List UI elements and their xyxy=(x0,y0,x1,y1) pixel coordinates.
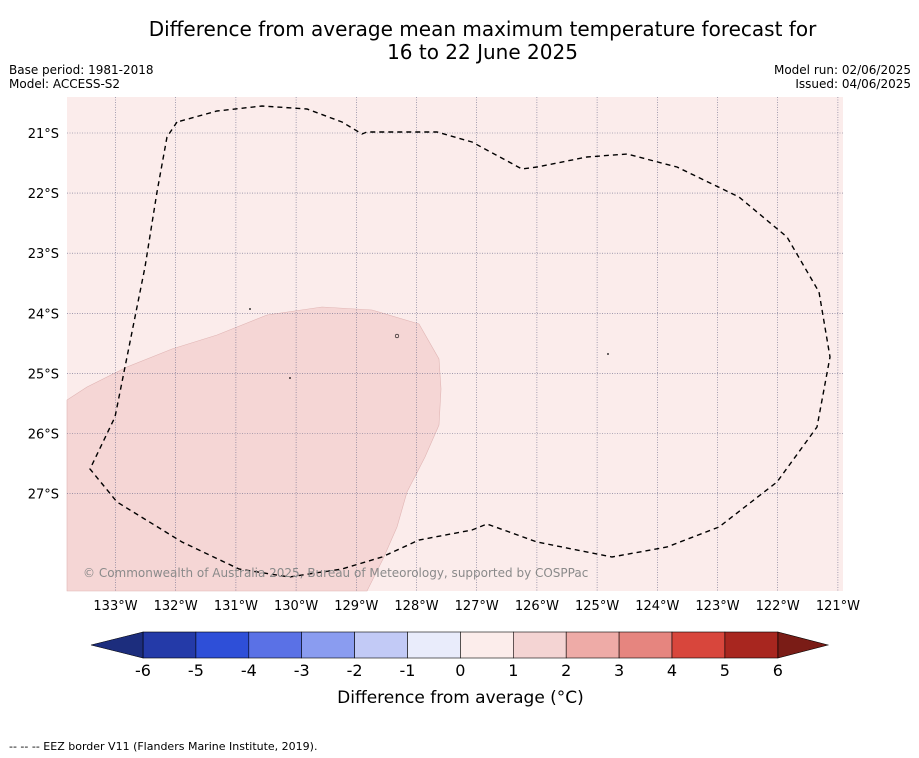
latitude-label: 22°S xyxy=(28,187,59,202)
map-title: Difference from average mean maximum tem… xyxy=(0,18,919,64)
colorbar-box xyxy=(195,631,250,659)
copyright-text: © Commonwealth of Australia 2025, Bureau… xyxy=(83,566,588,580)
colorbar-tick-label: 0 xyxy=(455,661,465,680)
longitude-label: 126°W xyxy=(515,599,559,614)
longitude-label: 129°W xyxy=(334,599,378,614)
colorbar-box xyxy=(460,631,514,659)
colorbar-box xyxy=(565,631,620,659)
latitude-label: 24°S xyxy=(28,307,59,322)
colorbar-tick-label: -3 xyxy=(294,661,310,680)
longitude-labels: 133°W 132°W 131°W 130°W 129°W 128°W 127°W 126°W… xyxy=(93,599,860,614)
latitude-label: 25°S xyxy=(28,367,59,382)
colorbar-under-arrow xyxy=(90,631,144,659)
colorbar-box xyxy=(354,631,408,659)
colorbar-tick-label: -1 xyxy=(400,661,416,680)
colorbar-tick-label: 6 xyxy=(773,661,783,680)
colorbar-box xyxy=(512,631,567,659)
longitude-label: 131°W xyxy=(214,599,258,614)
colorbar-boxes xyxy=(142,631,779,659)
metadata-left: Base period: 1981-2018 Model: ACCESS-S2 xyxy=(9,63,154,91)
title-line-2: 16 to 22 June 2025 xyxy=(387,40,578,64)
model-run-text: Model run: 02/06/2025 xyxy=(773,63,911,77)
colorbar-box xyxy=(724,631,779,659)
colorbar-over-arrow xyxy=(777,631,830,659)
colorbar-tick-label: -4 xyxy=(241,661,257,680)
longitude-label: 130°W xyxy=(274,599,318,614)
warm-anomaly-region xyxy=(66,306,442,592)
colorbar-box xyxy=(142,631,197,659)
longitude-label: 122°W xyxy=(756,599,800,614)
longitude-label: 127°W xyxy=(455,599,499,614)
colorbar-tick-label: -6 xyxy=(135,661,151,680)
eez-border xyxy=(89,105,831,578)
colorbar-box xyxy=(301,631,355,659)
latitude-label: 23°S xyxy=(28,247,59,262)
issued-text: Issued: 04/06/2025 xyxy=(795,77,911,91)
latitude-label: 27°S xyxy=(28,488,59,503)
island-marker xyxy=(249,308,251,310)
map-panel: © Commonwealth of Australia 2025, Bureau… xyxy=(28,97,860,614)
longitude-label: 123°W xyxy=(695,599,739,614)
colorbar-label: Difference from average (°C) xyxy=(337,688,584,708)
island-marker xyxy=(289,377,291,379)
colorbar-box xyxy=(407,631,461,659)
longitude-label: 128°W xyxy=(394,599,438,614)
longitude-label: 121°W xyxy=(816,599,860,614)
colorbar-tick-label: -5 xyxy=(188,661,204,680)
colorbar-tick-label: 5 xyxy=(720,661,730,680)
eez-legend-note: -- -- -- EEZ border V11 (Flanders Marine… xyxy=(9,740,318,753)
latitude-label: 26°S xyxy=(28,428,59,443)
colorbar-box xyxy=(618,631,673,659)
longitude-label: 133°W xyxy=(93,599,137,614)
colorbar: -6 -5 -4 -3 -2 -1 0 1 2 3 4 5 6 xyxy=(90,631,830,680)
island-marker xyxy=(394,333,400,339)
colorbar-box xyxy=(248,631,303,659)
colorbar-tick-label: 3 xyxy=(614,661,624,680)
latitude-labels: 21°S 22°S 23°S 24°S 25°S 26°S 27°S xyxy=(28,127,59,503)
longitude-label: 132°W xyxy=(154,599,198,614)
colorbar-tick-label: -2 xyxy=(347,661,363,680)
title-line-1: Difference from average mean maximum tem… xyxy=(148,17,817,41)
colorbar-tick-label: 2 xyxy=(561,661,571,680)
colorbar-tick-label: 4 xyxy=(667,661,677,680)
island-marker xyxy=(607,353,609,355)
metadata-right: Model run: 02/06/2025 Issued: 04/06/2025 xyxy=(774,63,911,91)
base-period-text: Base period: 1981-2018 xyxy=(9,63,154,77)
longitude-label: 124°W xyxy=(635,599,679,614)
colorbar-tick-label: 1 xyxy=(508,661,518,680)
longitude-label: 125°W xyxy=(575,599,619,614)
latitude-label: 21°S xyxy=(28,127,59,142)
colorbar-tick-labels: -6 -5 -4 -3 -2 -1 0 1 2 3 4 5 6 xyxy=(135,661,783,680)
graticule xyxy=(67,97,843,591)
model-text: Model: ACCESS-S2 xyxy=(9,77,121,91)
colorbar-box xyxy=(671,631,726,659)
